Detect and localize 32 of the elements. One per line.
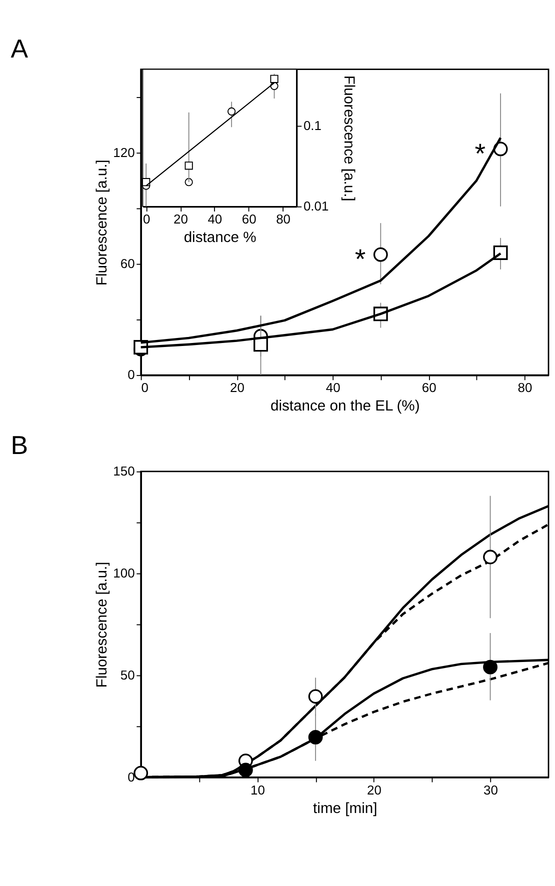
y-axis-title: Fluorescence [a.u.]	[94, 562, 111, 688]
x-tick-label: 20	[230, 380, 244, 396]
x-tick-label: 60	[242, 212, 256, 227]
annotation: *	[474, 138, 486, 169]
y-tick-label: 100	[113, 565, 135, 580]
y-tick-label: 50	[120, 667, 135, 682]
x-tick-label: 80	[276, 212, 291, 227]
x-tick-label: 10	[250, 782, 265, 798]
x-tick-label: 0	[141, 380, 149, 396]
x-tick-label: 30	[484, 782, 498, 798]
x-axis-title: distance %	[184, 230, 256, 246]
y-axis-title: Fluorescence [a.u.]	[94, 160, 111, 286]
y-tick-label: 0.1	[303, 118, 322, 133]
x-axis-title: time [min]	[313, 800, 378, 817]
y-tick-label: 0.01	[303, 198, 329, 214]
x-tick-label: 40	[208, 212, 222, 227]
y-tick-label: 150	[113, 464, 135, 479]
y-tick-label: 0	[128, 367, 135, 382]
x-tick-label: 20	[367, 782, 382, 798]
x-axis-title: distance on the EL (%)	[270, 398, 420, 415]
x-tick-label: 40	[326, 380, 340, 396]
chart-title: A	[10, 36, 29, 64]
x-tick-label: 60	[422, 380, 436, 396]
annotation: *	[354, 243, 366, 274]
y-tick-label: 120	[113, 144, 135, 160]
x-tick-label: 80	[518, 380, 532, 396]
x-tick-label: 0	[142, 212, 150, 227]
y-tick-label: 60	[120, 256, 135, 272]
x-tick-label: 20	[174, 212, 188, 227]
chart-title: B	[10, 432, 28, 460]
y-axis-title: Fluorescence [a.u.]	[340, 75, 356, 202]
y-tick-label: 0	[128, 769, 135, 784]
